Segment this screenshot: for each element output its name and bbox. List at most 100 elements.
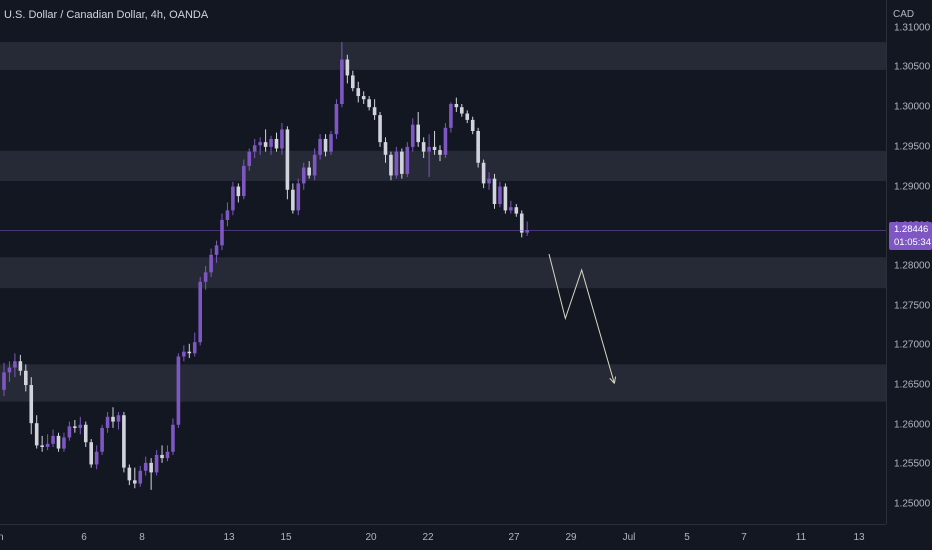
candle-body xyxy=(427,146,431,152)
candle-body xyxy=(367,99,371,108)
candle-body xyxy=(13,361,17,368)
candle xyxy=(160,445,164,463)
time-tick-label: 5 xyxy=(684,532,690,543)
candle-body xyxy=(383,142,388,155)
candle xyxy=(220,213,224,251)
sr-zone xyxy=(0,42,886,70)
candle xyxy=(318,134,322,160)
candle-body xyxy=(487,178,491,184)
candle xyxy=(225,202,230,227)
candle-body xyxy=(274,138,279,149)
candle-body xyxy=(133,480,137,484)
candle-body xyxy=(176,356,181,425)
candle xyxy=(509,200,513,214)
last-price-tag: 1.28446 01:05:34 xyxy=(889,221,932,250)
last-price-value: 1.28446 xyxy=(894,223,929,235)
candle-body xyxy=(503,186,508,211)
candle xyxy=(389,151,393,181)
candle-body xyxy=(7,367,12,373)
candle-body xyxy=(149,462,153,473)
candle xyxy=(460,104,464,117)
candle xyxy=(236,183,241,203)
time-tick-label: 7 xyxy=(741,532,747,543)
candle-body xyxy=(247,151,252,166)
candle-body xyxy=(443,127,448,155)
candle-body xyxy=(454,104,459,108)
candle xyxy=(73,419,77,433)
candle xyxy=(94,445,99,470)
candle-body xyxy=(378,115,382,143)
candle xyxy=(149,458,153,490)
candle-body xyxy=(94,451,99,465)
candle-body xyxy=(62,437,66,449)
candle-body xyxy=(400,151,404,174)
candle-body xyxy=(460,107,464,114)
sr-zone xyxy=(0,150,886,182)
candle-body xyxy=(56,435,61,449)
candle-body xyxy=(312,154,317,176)
candle xyxy=(187,343,192,359)
candle xyxy=(78,416,83,435)
candle xyxy=(13,353,17,378)
candle xyxy=(133,467,137,489)
candle xyxy=(378,111,382,147)
candle-body xyxy=(171,424,175,452)
candle xyxy=(285,126,290,200)
candle xyxy=(274,132,279,152)
price-tick-label: 1.30000 xyxy=(894,101,931,113)
price-tick-label: 1.26000 xyxy=(894,419,931,431)
candle xyxy=(247,148,252,171)
candle-body xyxy=(394,151,399,176)
candle xyxy=(323,134,328,157)
candle-body xyxy=(45,443,50,447)
candle-body xyxy=(280,129,284,149)
candle xyxy=(231,181,235,216)
price-axis-currency: CAD xyxy=(893,9,915,20)
candle-body xyxy=(73,426,77,428)
sr-zone xyxy=(0,257,886,289)
candle xyxy=(171,418,175,455)
bar-countdown: 01:05:34 xyxy=(894,236,931,248)
candle xyxy=(40,435,44,452)
price-axis[interactable]: CAD 1.31000 1.30500 1.30000 1.29500 1.29000 1… xyxy=(886,0,932,524)
candle xyxy=(18,354,23,376)
candle-body xyxy=(389,154,393,176)
candle xyxy=(214,240,219,263)
price-tick-label: 1.31000 xyxy=(894,22,931,34)
time-axis[interactable]: n 6 8 13 15 20 22 27 29 Jul 5 7 11 13 xyxy=(0,524,886,550)
candle xyxy=(269,135,273,155)
price-tick-label: 1.25000 xyxy=(894,498,931,510)
price-tick-label: 1.25500 xyxy=(894,458,931,470)
price-tick-label: 1.27500 xyxy=(894,300,931,312)
candle xyxy=(51,429,55,447)
candle xyxy=(182,345,186,362)
candle-body xyxy=(34,423,39,446)
candle xyxy=(83,421,88,447)
candle-body xyxy=(405,146,410,174)
candle xyxy=(307,161,311,179)
candle xyxy=(252,138,257,158)
candle-body xyxy=(498,186,502,205)
candle-body xyxy=(252,145,257,152)
time-tick-label: 27 xyxy=(508,532,520,543)
candle-body xyxy=(334,104,339,135)
candle xyxy=(24,364,28,392)
candle xyxy=(301,162,306,190)
candle-body xyxy=(236,186,241,197)
candle xyxy=(116,412,121,430)
time-tick-label: n xyxy=(0,532,4,543)
price-plot[interactable] xyxy=(0,0,886,524)
candle-body xyxy=(2,372,6,390)
projection-arrowhead xyxy=(613,376,617,384)
candle-body xyxy=(182,351,186,357)
candle-body xyxy=(514,207,519,214)
candle-body xyxy=(291,189,295,211)
candle xyxy=(487,172,491,190)
candle-body xyxy=(323,138,328,152)
candle-body xyxy=(301,167,306,184)
candle xyxy=(165,445,170,462)
candle xyxy=(514,204,519,217)
candle-body xyxy=(465,113,470,120)
candle xyxy=(263,129,268,152)
chart-title: U.S. Dollar / Canadian Dollar, 4h, OANDA xyxy=(4,9,209,21)
